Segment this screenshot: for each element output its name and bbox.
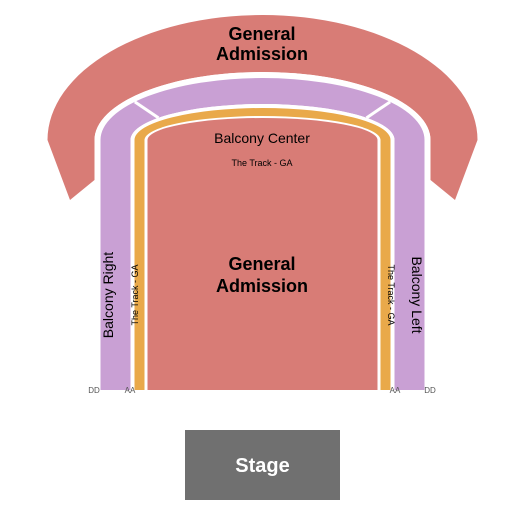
floor-ga-label-2: Admission (216, 276, 308, 296)
outer-ga-label-1: General (228, 24, 295, 44)
row-marker-dd-left: DD (88, 386, 100, 395)
outer-ga-label-2: Admission (216, 44, 308, 64)
row-marker-aa-right: AA (390, 386, 401, 395)
track-left-label: The Track - GA (386, 264, 396, 325)
balcony-left-label: Balcony Left (409, 256, 425, 333)
balcony-right-label: Balcony Right (100, 252, 116, 338)
balcony-center-label: Balcony Center (214, 130, 310, 146)
track-right-label: The Track - GA (130, 264, 140, 325)
row-marker-aa-left: AA (125, 386, 136, 395)
track-center-label: The Track - GA (231, 158, 292, 168)
stage-label: Stage (235, 455, 289, 477)
floor-ga-label-1: General (228, 254, 295, 274)
row-marker-dd-right: DD (424, 386, 436, 395)
